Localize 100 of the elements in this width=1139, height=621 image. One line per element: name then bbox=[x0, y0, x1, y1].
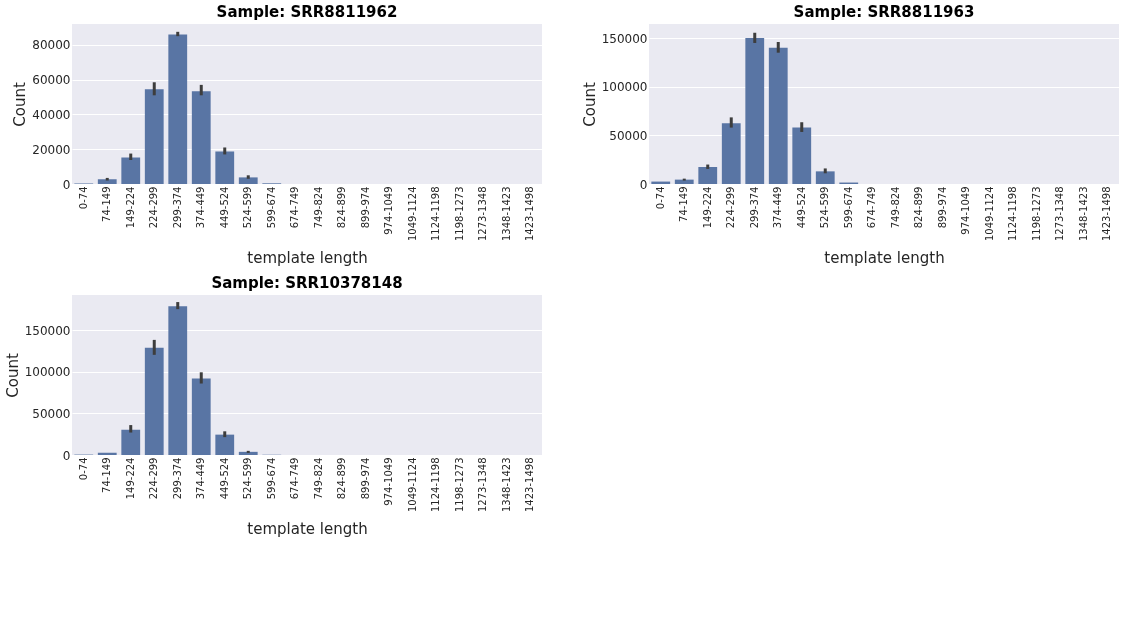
y-tick-label: 60000 bbox=[32, 73, 71, 88]
x-tick-label: 1198-1273 bbox=[453, 457, 465, 513]
x-tick-label: 524-599 bbox=[242, 186, 254, 229]
y-tick-label: 150000 bbox=[24, 323, 71, 338]
y-tick-label: 0 bbox=[62, 448, 71, 463]
bar bbox=[215, 151, 235, 184]
bar bbox=[792, 127, 812, 184]
x-tick-label: 1124-1198 bbox=[430, 457, 442, 513]
bar bbox=[215, 434, 235, 455]
x-tick-label: 749-824 bbox=[889, 186, 901, 229]
y-axis-title: Count bbox=[11, 82, 30, 127]
bar bbox=[191, 378, 211, 455]
x-tick-label: 1348-1423 bbox=[1077, 186, 1089, 242]
x-tick-label: 449-524 bbox=[795, 186, 807, 229]
x-tick-label: 974-1049 bbox=[960, 186, 972, 235]
x-axis-title: template length bbox=[824, 249, 945, 268]
x-tick-label: 449-524 bbox=[218, 457, 230, 500]
x-tick-label: 749-824 bbox=[312, 186, 324, 229]
y-tick-label: 100000 bbox=[24, 365, 71, 380]
x-tick-label: 974-1049 bbox=[383, 457, 395, 506]
x-tick-label: 1198-1273 bbox=[453, 186, 465, 242]
x-tick-label: 74-149 bbox=[678, 186, 690, 222]
x-tick-label: 599-674 bbox=[265, 457, 277, 500]
x-tick-label: 299-374 bbox=[171, 457, 183, 500]
x-tick-label: 674-749 bbox=[289, 186, 301, 229]
bar bbox=[698, 166, 718, 184]
x-tick-label: 74-149 bbox=[101, 457, 113, 493]
x-tick-label: 1423-1498 bbox=[524, 186, 536, 242]
x-tick-label: 974-1049 bbox=[383, 186, 395, 235]
x-tick-label: 374-449 bbox=[195, 457, 207, 500]
x-tick-label: 0-74 bbox=[654, 186, 666, 210]
x-tick-label: 224-299 bbox=[725, 186, 737, 229]
y-tick-label: 50000 bbox=[609, 128, 648, 143]
x-tick-label: 1198-1273 bbox=[1030, 186, 1042, 242]
bar bbox=[168, 306, 188, 455]
x-tick-label: 149-224 bbox=[124, 186, 136, 229]
x-axis-title: template length bbox=[247, 520, 368, 539]
y-tick-label: 100000 bbox=[601, 80, 648, 95]
x-tick-label: 524-599 bbox=[819, 186, 831, 229]
bar bbox=[768, 47, 788, 184]
bar bbox=[815, 171, 835, 184]
y-tick-label: 0 bbox=[639, 177, 648, 192]
x-tick-label: 299-374 bbox=[748, 186, 760, 229]
x-tick-label: 1348-1423 bbox=[500, 186, 512, 242]
x-tick-label: 1273-1348 bbox=[477, 186, 489, 242]
x-tick-label: 374-449 bbox=[195, 186, 207, 229]
chart-title: Sample: SRR8811963 bbox=[793, 3, 975, 21]
bar bbox=[721, 123, 741, 184]
x-tick-label: 824-899 bbox=[336, 186, 348, 229]
x-tick-label: 449-524 bbox=[218, 186, 230, 229]
x-tick-label: 299-374 bbox=[171, 186, 183, 229]
bar bbox=[168, 34, 188, 184]
x-tick-label: 749-824 bbox=[312, 457, 324, 500]
bar bbox=[121, 157, 141, 184]
x-tick-label: 1423-1498 bbox=[1101, 186, 1113, 242]
y-tick-label: 50000 bbox=[32, 406, 71, 421]
bar bbox=[191, 91, 211, 184]
x-tick-label: 1273-1348 bbox=[477, 457, 489, 513]
y-axis-title: Count bbox=[3, 353, 22, 398]
y-tick-label: 150000 bbox=[601, 31, 648, 46]
x-tick-label: 74-149 bbox=[101, 186, 113, 222]
x-tick-label: 674-749 bbox=[866, 186, 878, 229]
x-tick-label: 899-974 bbox=[359, 186, 371, 229]
x-tick-label: 1049-1124 bbox=[406, 186, 418, 242]
x-tick-label: 1348-1423 bbox=[500, 457, 512, 513]
bar bbox=[144, 347, 164, 455]
x-tick-label: 1049-1124 bbox=[983, 186, 995, 242]
bar bbox=[238, 451, 258, 455]
bar bbox=[144, 89, 164, 184]
x-tick-label: 824-899 bbox=[913, 186, 925, 229]
x-tick-label: 149-224 bbox=[701, 186, 713, 229]
x-tick-label: 824-899 bbox=[336, 457, 348, 500]
x-tick-label: 1124-1198 bbox=[1007, 186, 1019, 242]
x-axis-title: template length bbox=[247, 249, 368, 268]
x-tick-label: 599-674 bbox=[842, 186, 854, 229]
chart-title: Sample: SRR10378148 bbox=[211, 274, 403, 292]
x-tick-label: 524-599 bbox=[242, 457, 254, 500]
x-tick-label: 374-449 bbox=[772, 186, 784, 229]
y-tick-label: 0 bbox=[62, 177, 71, 192]
x-tick-label: 599-674 bbox=[265, 186, 277, 229]
x-tick-label: 0-74 bbox=[77, 457, 89, 481]
x-tick-label: 899-974 bbox=[359, 457, 371, 500]
bar bbox=[238, 177, 258, 184]
x-tick-label: 1273-1348 bbox=[1054, 186, 1066, 242]
x-tick-label: 899-974 bbox=[936, 186, 948, 229]
x-tick-label: 674-749 bbox=[289, 457, 301, 500]
bar bbox=[745, 38, 765, 184]
chart-title: Sample: SRR8811962 bbox=[216, 3, 398, 21]
x-tick-label: 224-299 bbox=[148, 186, 160, 229]
bar bbox=[121, 429, 141, 455]
y-tick-label: 20000 bbox=[32, 142, 71, 157]
x-tick-label: 149-224 bbox=[124, 457, 136, 500]
y-tick-label: 40000 bbox=[32, 107, 71, 122]
x-tick-label: 1423-1498 bbox=[524, 457, 536, 513]
y-tick-label: 80000 bbox=[32, 38, 71, 53]
x-tick-label: 1124-1198 bbox=[430, 186, 442, 242]
x-tick-label: 0-74 bbox=[77, 186, 89, 210]
bar bbox=[97, 179, 117, 184]
y-axis-title: Count bbox=[580, 82, 599, 127]
x-tick-label: 224-299 bbox=[148, 457, 160, 500]
